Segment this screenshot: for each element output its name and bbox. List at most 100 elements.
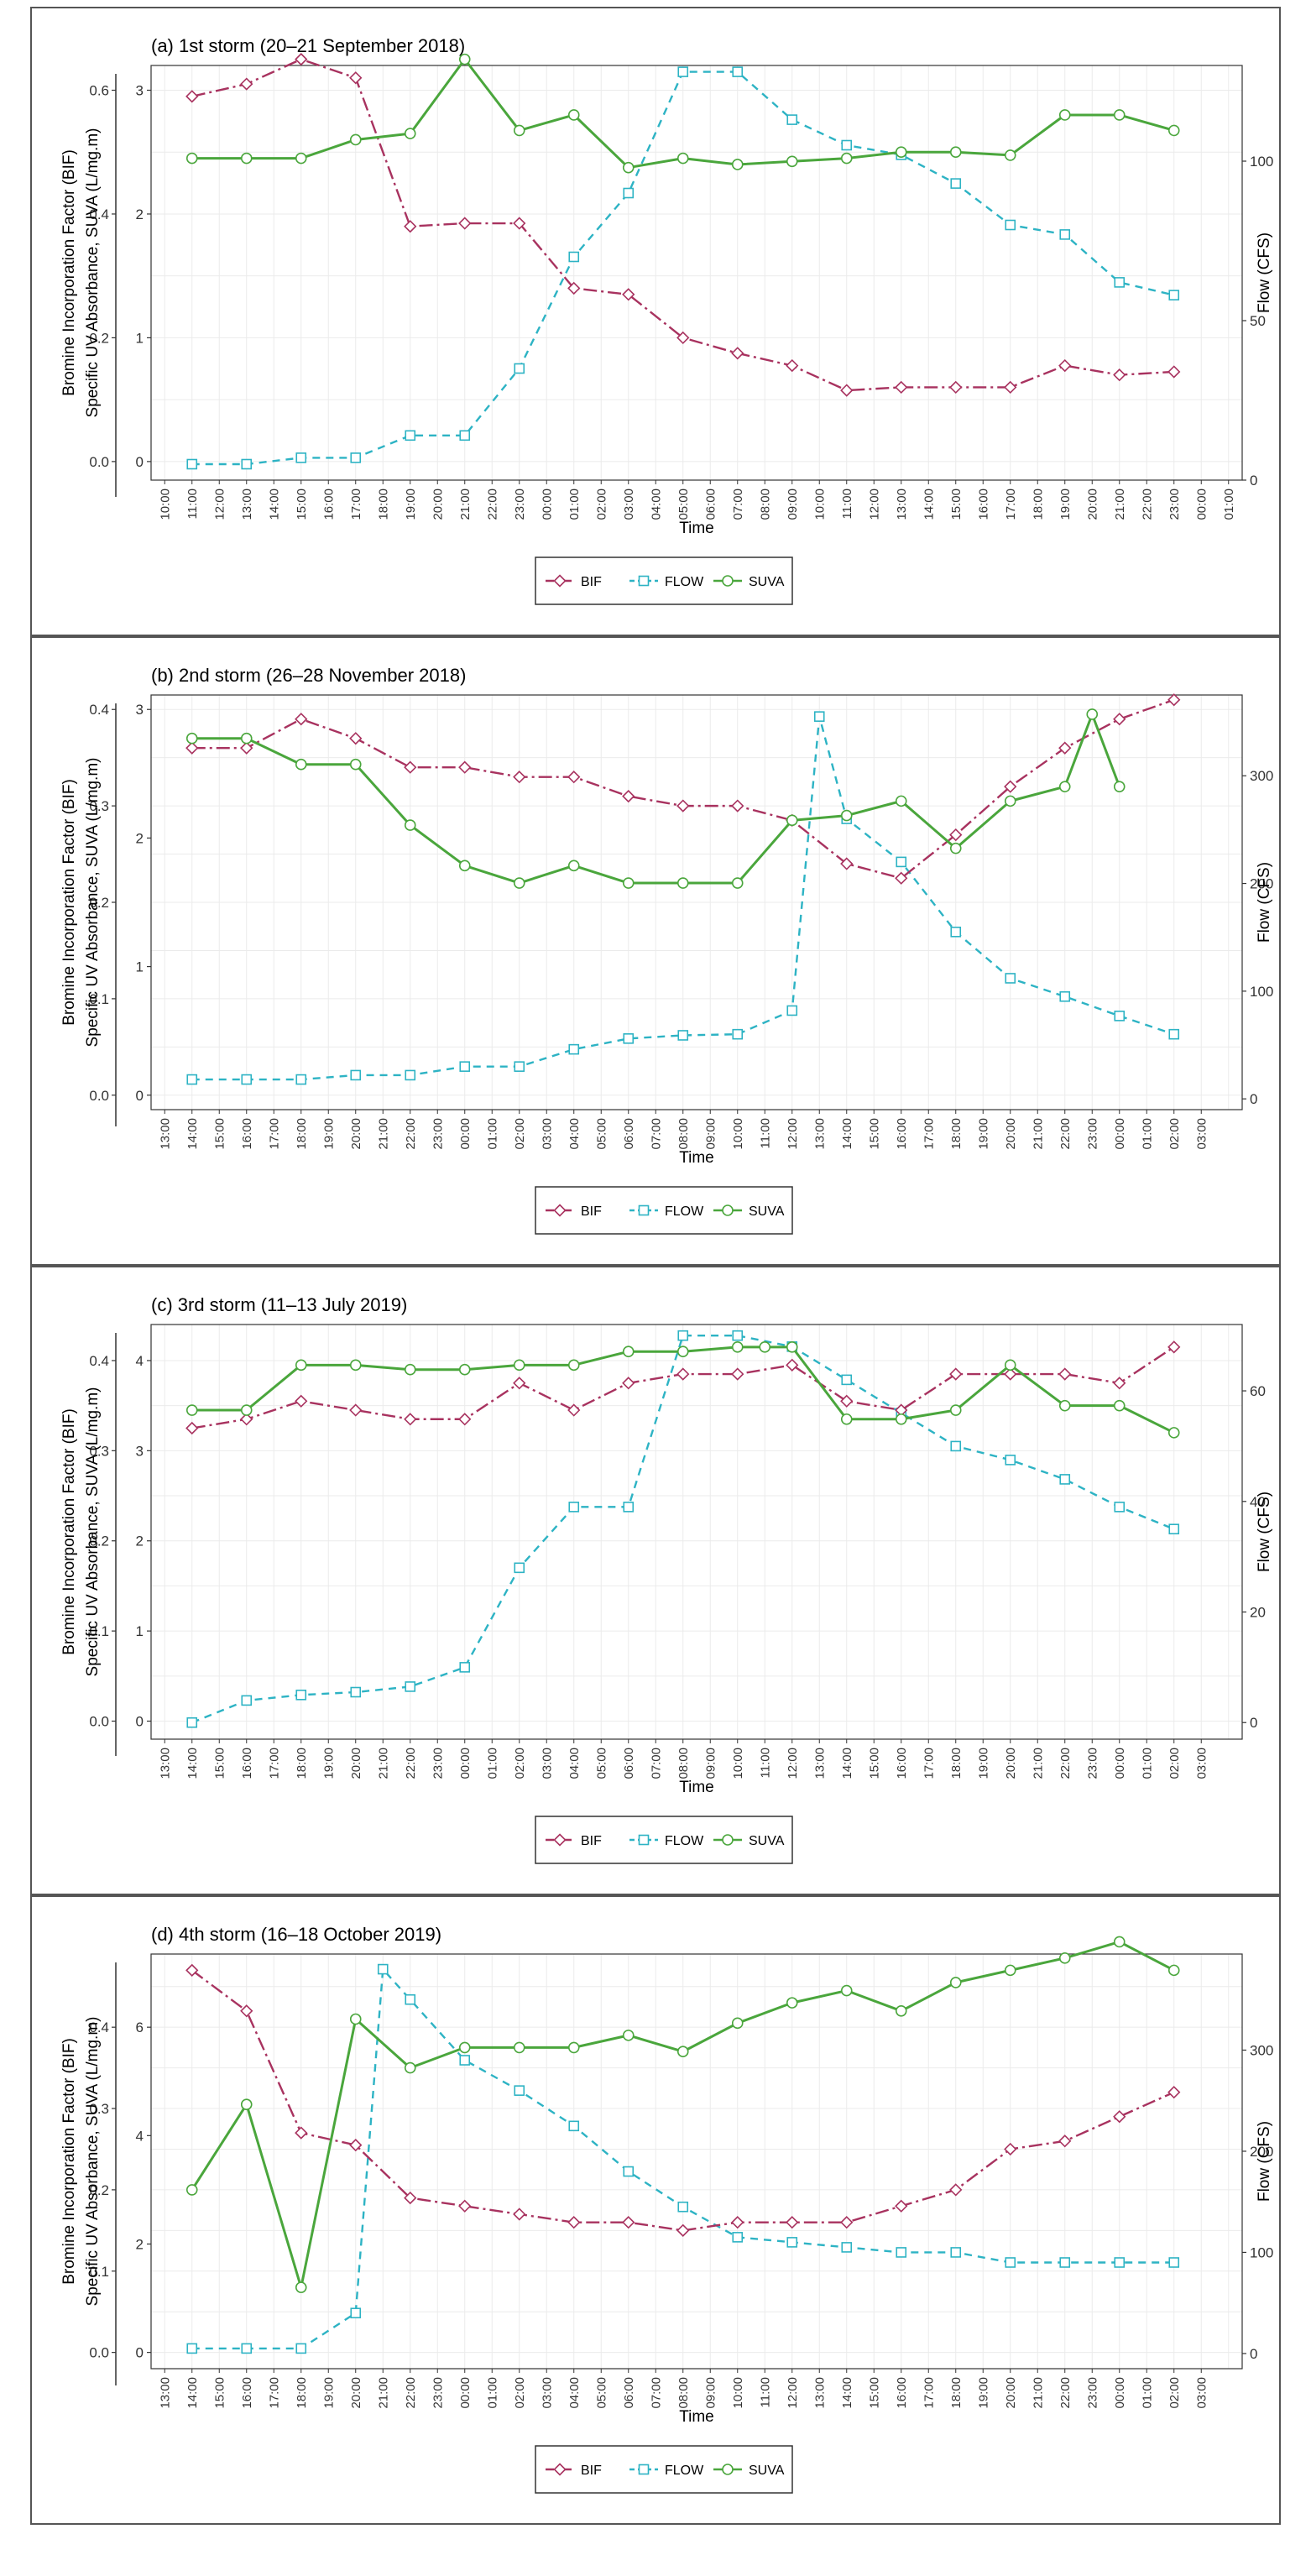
bif-tick-label: 0.1 [89, 2264, 109, 2280]
x-tick-label: 10:00 [812, 489, 827, 520]
bif-point [1058, 741, 1072, 755]
left-axis: 0.0 0.1 0.2 0.3 0.4 0 1 2 3 4 Bromine Incorporatio… [60, 1333, 151, 1756]
x-tick-label: 14:00 [185, 1118, 200, 1150]
bif-point [949, 828, 963, 842]
bif-point [513, 217, 526, 230]
flow-point [841, 2242, 853, 2253]
x-tick-label: 18:00 [949, 1118, 964, 1150]
suva-point [1167, 1964, 1180, 1977]
x-tick-label: 19:00 [404, 489, 418, 520]
x-tick-label: 17:00 [922, 2377, 936, 2409]
x-tick-label: 16:00 [240, 2377, 254, 2409]
x-tick-label: 19:00 [976, 1748, 990, 1779]
x-tick-label: 07:00 [649, 1118, 663, 1150]
x-axis: 13:00 14:00 15:00 16:00 17:00 18:00 19:00 20:00… [158, 2369, 1209, 2426]
flow-point [568, 1502, 580, 1513]
suva-point [676, 2046, 689, 2058]
flow-point [295, 452, 307, 463]
x-tick-label: 02:00 [513, 1748, 527, 1779]
suva-point [731, 2017, 744, 2030]
x-tick-label: 01:00 [1140, 1748, 1154, 1779]
bif-point [786, 1358, 799, 1372]
legend-marker-bif [553, 1833, 567, 1847]
legend-label-suva: SUVA [749, 1204, 785, 1219]
bif-point [240, 2004, 253, 2018]
x-tick-label: 11:00 [840, 489, 854, 519]
x-tick-label: 14:00 [840, 1748, 854, 1779]
suva-point [349, 758, 362, 771]
flow-point [1168, 1028, 1180, 1040]
x-tick-label: 03:00 [540, 1118, 554, 1150]
x-tick-label: 22:00 [485, 489, 499, 520]
series-bif [185, 1340, 1181, 1435]
flow-tick-label: 0 [1250, 473, 1257, 489]
flow-point [514, 1562, 525, 1574]
flow-point [241, 1074, 253, 1085]
x-tick-label: 23:00 [1085, 1748, 1099, 1779]
suva-point [513, 877, 525, 889]
suva-point [295, 152, 307, 165]
suva-tick-label: 2 [136, 1534, 144, 1549]
flow-tick-label: 200 [1250, 876, 1273, 892]
bif-point [1167, 365, 1181, 379]
flow-point [350, 2307, 362, 2319]
flow-point [241, 2343, 253, 2354]
flow-point [623, 1502, 635, 1513]
x-tick-label: 10:00 [158, 489, 172, 520]
x-axis: 13:00 14:00 15:00 16:00 17:00 18:00 19:00 20:00… [158, 1110, 1209, 1167]
flow-point [1059, 1474, 1071, 1485]
suva-point [786, 155, 798, 168]
suva-tick-label: 3 [136, 82, 144, 98]
suva-point [295, 758, 307, 771]
suva-point [786, 1341, 798, 1353]
flow-point [1005, 219, 1016, 231]
bif-point [349, 2138, 363, 2152]
suva-point [567, 109, 580, 121]
flow-point [813, 711, 825, 722]
flow-point [241, 1695, 253, 1706]
suva-point [731, 159, 744, 170]
x-tick-label: 02:00 [513, 1118, 527, 1150]
bif-point [513, 771, 526, 784]
suva-point [622, 2030, 635, 2041]
x-tick-label: 16:00 [240, 1118, 254, 1150]
suva-point [185, 732, 198, 745]
flow-point [1005, 1455, 1016, 1466]
legend-marker-suva [722, 1834, 734, 1846]
flow-point [350, 452, 362, 463]
legend-label-flow: FLOW [665, 575, 704, 589]
bif-point [295, 2126, 308, 2140]
x-tick-label: 06:00 [622, 1748, 636, 1779]
x-tick-label: 18:00 [949, 1748, 964, 1779]
suva-tick-label: 2 [136, 206, 144, 222]
x-tick-label: 20:00 [1004, 1118, 1018, 1150]
suva-point [731, 877, 744, 889]
x-tick-label: 15:00 [867, 1748, 881, 1779]
flow-tick-label: 0 [1250, 1091, 1257, 1107]
bif-point [731, 2216, 744, 2229]
flow-point [1059, 990, 1071, 1002]
bif-tick-label: 0.2 [89, 895, 109, 911]
flow-point [405, 1069, 416, 1081]
legend-label-suva: SUVA [749, 575, 785, 589]
suva-point [895, 1413, 907, 1425]
bif-point [840, 1394, 854, 1408]
bif-tick-label: 0.4 [89, 702, 109, 718]
flow-point [350, 1686, 362, 1698]
left-axis: 0.0 0.2 0.4 0.6 0 1 2 3 Bromine Incorporation Fa… [60, 74, 151, 497]
bif-point [676, 2223, 690, 2237]
legend-label-bif: BIF [581, 1834, 602, 1848]
bif-point [185, 1963, 199, 1978]
bif-point [840, 384, 854, 397]
flow-point [1168, 2257, 1180, 2268]
x-tick-label: 16:00 [895, 1118, 909, 1150]
suva-point [1004, 795, 1016, 807]
bif-point [1167, 693, 1181, 707]
suva-point [676, 1345, 689, 1358]
x-tick-label: 00:00 [1113, 1118, 1127, 1150]
x-tick-label: 07:00 [649, 2377, 663, 2409]
bif-point [1113, 1377, 1126, 1390]
x-tick-label: 13:00 [812, 1748, 827, 1779]
suva-point [949, 146, 962, 159]
x-tick-label: 00:00 [540, 489, 554, 520]
